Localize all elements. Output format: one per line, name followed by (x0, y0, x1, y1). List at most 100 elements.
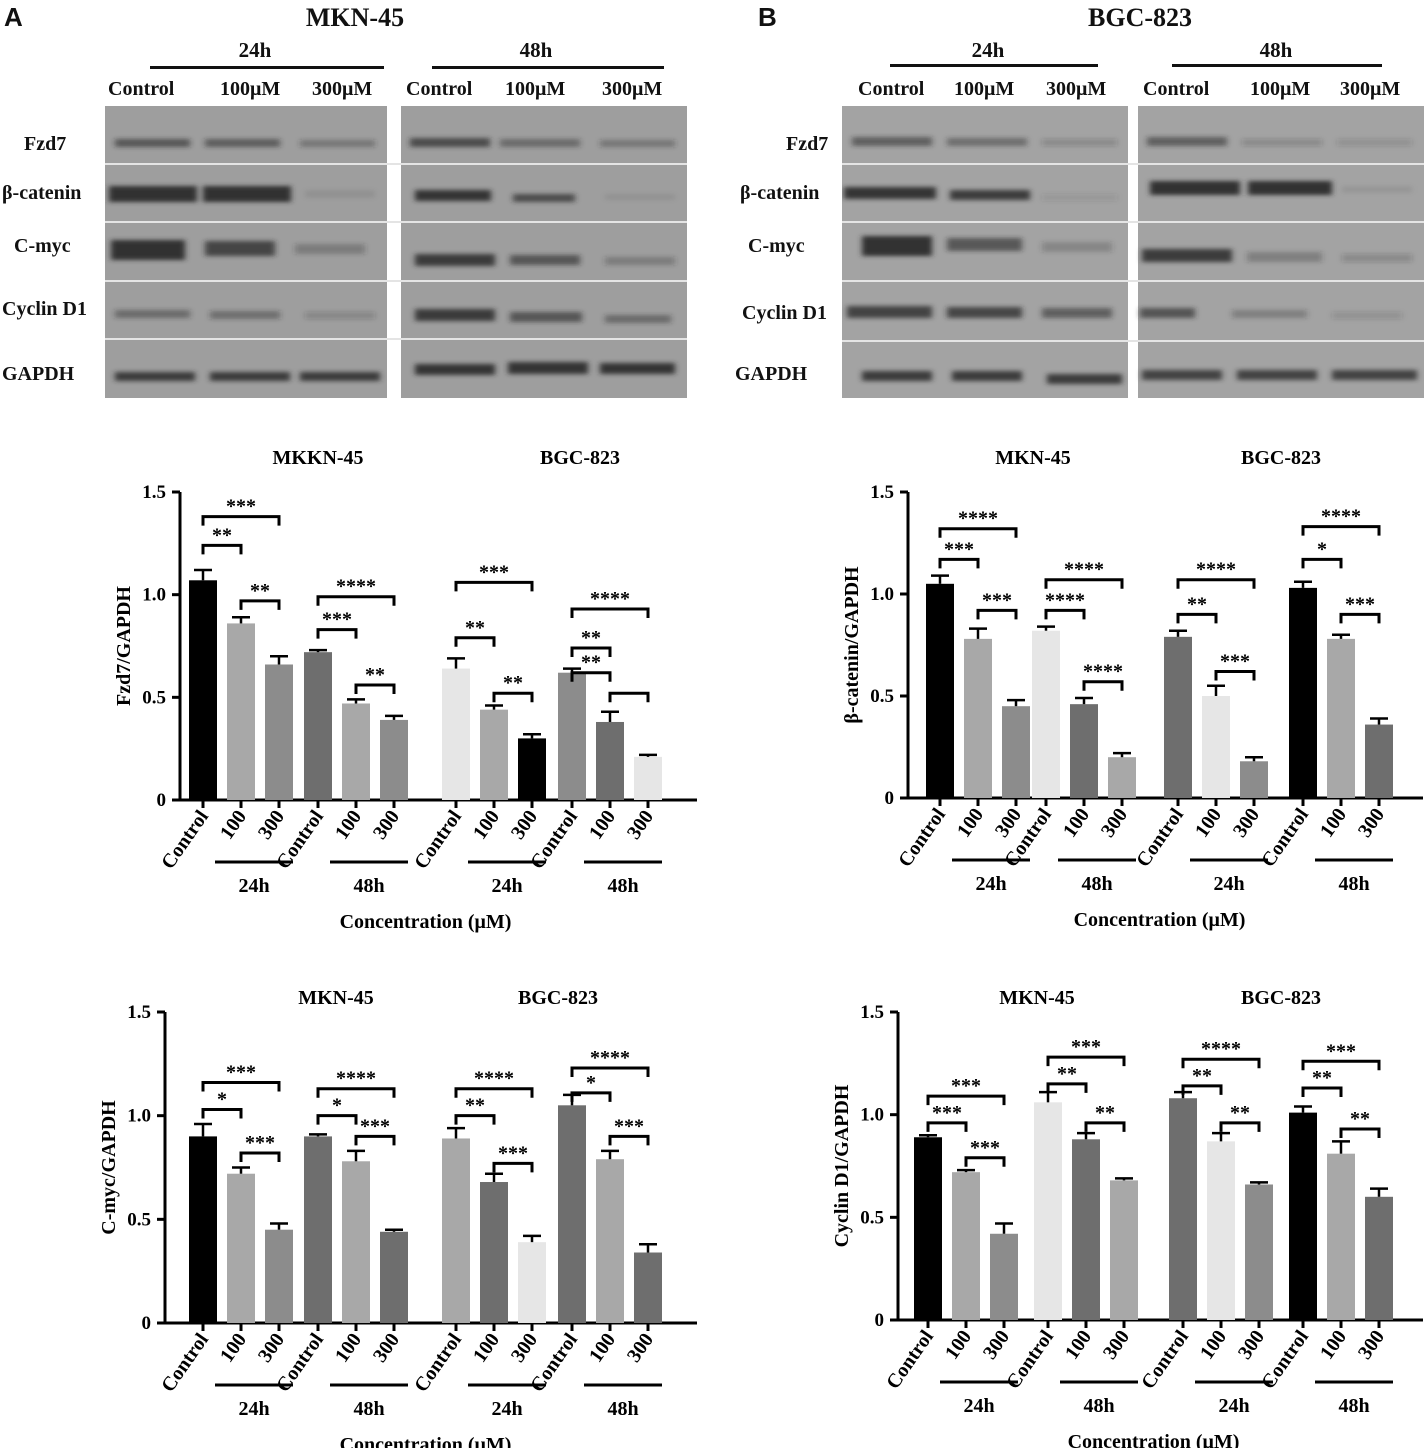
blot-band (510, 255, 580, 265)
blot-band (952, 371, 1022, 381)
x-tick-label: 300 (623, 806, 658, 843)
significance-bracket (354, 1134, 396, 1146)
bar (265, 1229, 293, 1323)
blot-band (600, 140, 675, 147)
x-tick-label: 100 (216, 806, 251, 843)
x-tick-label: Control (157, 806, 213, 873)
y-tick-label: 1.0 (127, 1106, 151, 1127)
bar (380, 1231, 408, 1323)
panel-a-blot-strips (105, 106, 687, 398)
blot-band (950, 190, 1030, 200)
time-label: 24h (238, 1398, 269, 1420)
panel-b-title: BGC-823 (1088, 3, 1192, 32)
y-tick-label: 1.5 (142, 482, 166, 503)
bar (189, 580, 217, 800)
bar (380, 719, 408, 800)
significance-bracket (201, 1080, 281, 1092)
significance-bracket (492, 691, 534, 703)
time-label: 24h (491, 875, 522, 897)
panel-a-row-label: C-myc (14, 235, 71, 257)
time-label: 48h (607, 875, 638, 897)
significance-label: **** (1045, 589, 1085, 611)
significance-label: **** (474, 1068, 514, 1090)
blot-band (300, 140, 375, 147)
time-label: 48h (607, 1398, 638, 1420)
bar (265, 664, 293, 800)
x-tick-label: 100 (1191, 804, 1226, 841)
bar (1327, 1153, 1355, 1320)
significance-bracket (1181, 1084, 1223, 1095)
significance-bracket (316, 1087, 396, 1098)
panel-a-row-label: β-catenin (2, 182, 82, 204)
blot-band (300, 372, 380, 381)
panel-b-lane-label: 300μM (1340, 78, 1401, 100)
x-tick-label: Control (882, 1326, 938, 1393)
blot-band (210, 372, 290, 381)
bar (558, 672, 586, 800)
panel-a-row-label: GAPDH (2, 363, 75, 385)
blot-band (1242, 139, 1322, 146)
panel-b-time-24h: 24h (971, 38, 1005, 62)
bar (227, 623, 255, 800)
significance-bracket (1044, 608, 1086, 620)
x-axis-label: Concentration (μM) (340, 911, 512, 933)
significance-label: ** (1057, 1063, 1077, 1085)
bar (1365, 724, 1393, 798)
blot-band (205, 139, 280, 147)
panel-b-row-label: C-myc (748, 235, 805, 257)
x-tick-label: 300 (1097, 804, 1132, 841)
significance-label: **** (336, 1068, 376, 1090)
x-tick-label: 300 (1099, 1326, 1134, 1363)
blot-band (415, 309, 495, 321)
blot-band (305, 312, 375, 319)
y-tick-label: 1.0 (860, 1105, 884, 1126)
group-title: BGC-823 (1241, 447, 1321, 469)
significance-bracket (354, 683, 396, 695)
panel-a-row-label: Cyclin D1 (2, 298, 87, 320)
y-tick-label: 0.5 (142, 687, 166, 708)
bar (634, 1252, 662, 1323)
blot-band (1342, 254, 1412, 262)
blot-band (605, 315, 671, 323)
x-tick-label: Control (894, 804, 950, 871)
chart-fzd7: MKKN-45 BGC-823 0 0.5 1.0 1.5 Fzd7/GAPDH Contro… (113, 447, 697, 933)
time-label: 48h (1081, 873, 1112, 895)
blot-band (862, 371, 932, 381)
y-tick-label: 1.5 (860, 1002, 884, 1023)
blot-band (210, 311, 280, 319)
blot-band (1247, 252, 1322, 262)
bar (1110, 1180, 1138, 1320)
significance-label: ** (503, 672, 523, 694)
blot-band (1042, 139, 1117, 146)
panel-letter-a: A (4, 2, 23, 32)
significance-bracket (1301, 1086, 1343, 1097)
y-axis-label: β-catenin/GAPDH (841, 566, 863, 724)
blot-band (415, 254, 495, 266)
significance-bracket (608, 691, 650, 703)
blot-band (1248, 181, 1332, 195)
significance-label: *** (245, 1132, 275, 1154)
x-tick-label: 100 (469, 1329, 504, 1366)
x-tick-label: Control (410, 806, 466, 873)
significance-label: *** (226, 496, 256, 518)
significance-bracket (570, 1066, 650, 1077)
panel-b-row-label: Cyclin D1 (742, 302, 827, 324)
significance-bracket (316, 595, 396, 606)
significance-bracket (570, 671, 612, 682)
significance-label: ** (365, 664, 385, 686)
bar (558, 1105, 586, 1323)
panel-b-time-48h: 48h (1259, 38, 1293, 62)
x-tick-label: Control (1132, 804, 1188, 871)
x-tick-label: Control (1257, 1326, 1313, 1393)
x-tick-label: 100 (1061, 1326, 1096, 1363)
x-tick-label: Control (1137, 1326, 1193, 1393)
blot-band (510, 312, 582, 322)
significance-label: *** (479, 561, 509, 583)
panel-a-lane-label: 100μM (505, 78, 566, 100)
time-label: 48h (1338, 1395, 1369, 1417)
bar (634, 756, 662, 800)
y-tick-label: 0 (157, 790, 167, 811)
y-tick-label: 1.5 (127, 1002, 151, 1023)
significance-bracket (454, 636, 496, 647)
time-label: 48h (1083, 1395, 1114, 1417)
